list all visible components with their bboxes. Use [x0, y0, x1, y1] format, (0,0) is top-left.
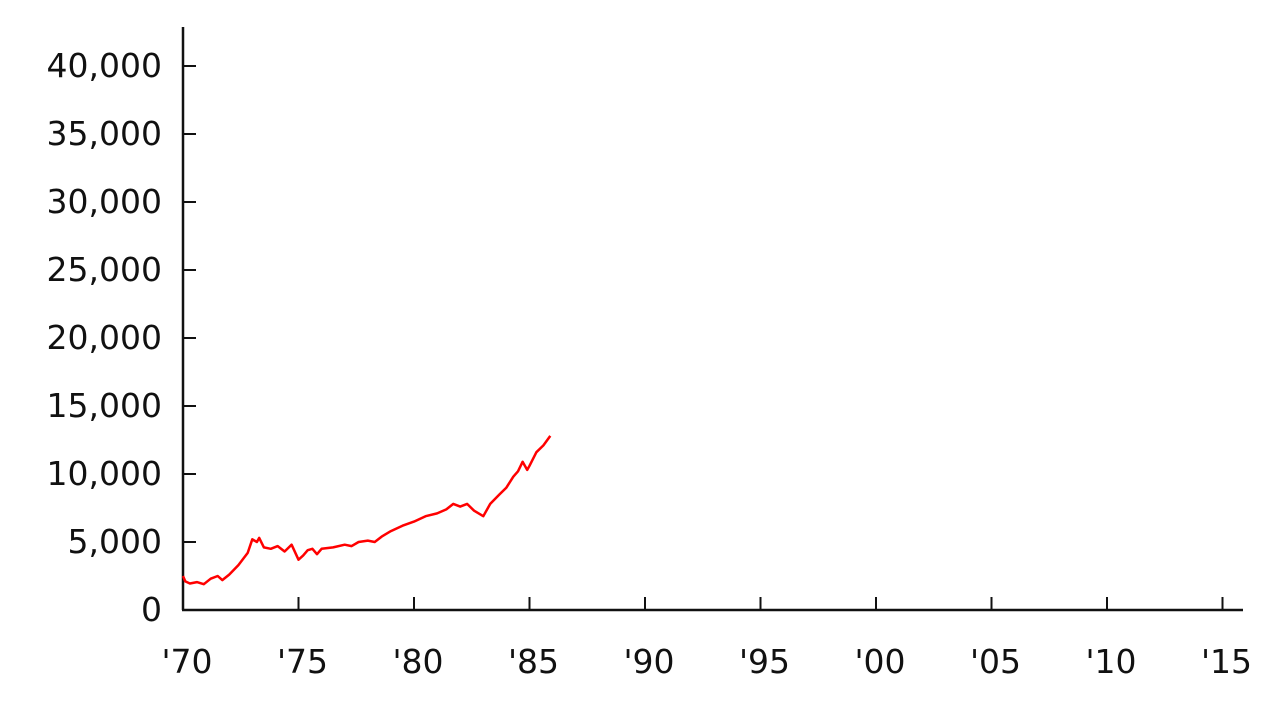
y-tick-label: 20,000	[47, 318, 162, 357]
x-tick-label: '70	[161, 642, 212, 681]
x-ticks: '70 '75 '80 '85 '90 '95 '00 '05 '10 '15	[161, 597, 1252, 681]
y-tick-label: 40,000	[47, 46, 162, 85]
x-tick-label: '10	[1085, 642, 1136, 681]
y-ticks: 0 5,000 10,000 15,000 20,000 25,000 30,000 35,0…	[47, 46, 196, 629]
x-tick-label: '05	[970, 642, 1021, 681]
y-tick-label: 0	[141, 590, 162, 629]
x-tick-label: '15	[1201, 642, 1252, 681]
x-tick-label: '85	[508, 642, 559, 681]
y-tick-label: 25,000	[47, 250, 162, 289]
y-tick-label: 5,000	[68, 522, 162, 561]
y-tick-label: 15,000	[47, 386, 162, 425]
x-tick-label: '95	[739, 642, 790, 681]
y-tick-label: 10,000	[47, 454, 162, 493]
x-tick-label: '75	[277, 642, 328, 681]
y-tick-label: 30,000	[47, 182, 162, 221]
x-tick-label: '80	[392, 642, 443, 681]
x-tick-label: '90	[623, 642, 674, 681]
x-tick-label: '00	[854, 642, 905, 681]
y-tick-label: 35,000	[47, 114, 162, 153]
series-line	[181, 435, 552, 586]
